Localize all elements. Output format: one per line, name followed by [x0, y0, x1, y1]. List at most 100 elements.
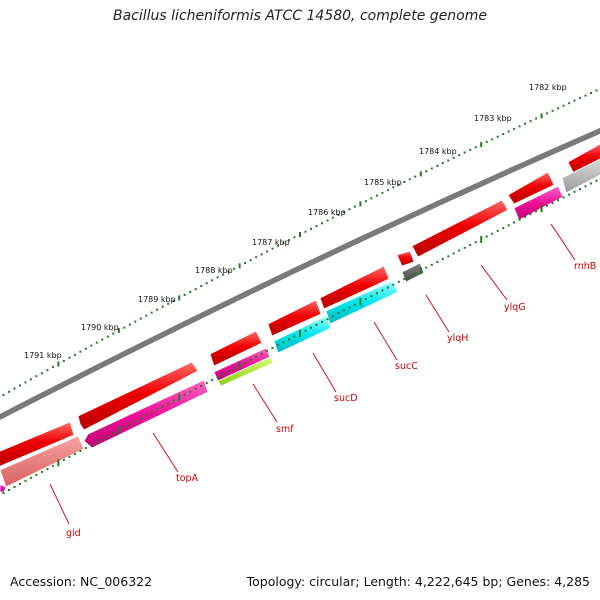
tick-mark [211, 379, 214, 382]
tick-mark [452, 156, 455, 159]
tick-mark [161, 305, 164, 308]
tick-mark [568, 193, 571, 196]
gene-label-rnhB: rnhB [574, 261, 596, 272]
tick-mark [183, 293, 186, 296]
tick-mark [502, 133, 505, 136]
tick-mark [216, 376, 219, 379]
tick-mark [540, 113, 543, 119]
gene-arrow [77, 361, 199, 431]
gene-arrow [319, 265, 390, 310]
tick-mark [178, 295, 181, 301]
tick-mark [112, 432, 115, 435]
tick-mark [150, 311, 153, 314]
gene-arrow [507, 171, 555, 205]
tick-mark [13, 486, 16, 488]
kbp-label: 1791 kbp [24, 351, 62, 360]
tick-mark [315, 323, 318, 326]
tick-mark [557, 199, 560, 202]
tick-mark [436, 164, 439, 167]
tick-mark [271, 247, 274, 250]
tick-mark [507, 224, 510, 227]
tick-mark [342, 211, 345, 214]
tick-mark [386, 189, 389, 192]
tick-mark [573, 190, 576, 193]
tick-mark [414, 175, 417, 178]
tick-mark [562, 104, 565, 107]
tick-mark [381, 289, 384, 292]
tick-mark [106, 435, 109, 438]
tick-mark [293, 335, 296, 338]
tick-mark [40, 372, 43, 375]
tick-mark [392, 283, 395, 286]
kbp-label: 1789 kbp [138, 295, 176, 304]
tick-mark [101, 438, 104, 441]
tick-mark [222, 373, 225, 376]
genome-backbone [0, 127, 600, 421]
tick-mark [326, 219, 329, 222]
tick-mark [145, 414, 148, 417]
tick-mark [35, 473, 38, 476]
tick-mark [535, 117, 538, 120]
tick-mark [35, 375, 38, 378]
tick-mark [156, 308, 159, 311]
leader-line [425, 294, 450, 333]
gene-arrow [267, 299, 322, 337]
leader-line [252, 383, 278, 423]
tick-mark [51, 464, 54, 467]
tick-mark [337, 213, 340, 216]
tick-mark [200, 384, 203, 387]
tick-mark [40, 470, 43, 473]
tick-mark [255, 355, 258, 358]
tick-mark [315, 225, 318, 228]
tick-mark [425, 170, 428, 173]
tick-mark [167, 402, 170, 405]
tick-mark [562, 196, 565, 199]
forward-strand-genes [0, 143, 600, 467]
tick-mark [474, 241, 477, 244]
tick-mark [419, 171, 422, 177]
leader-line [480, 264, 508, 301]
tick-mark [359, 201, 362, 207]
tick-mark [491, 232, 494, 235]
tick-mark [29, 378, 32, 381]
tick-mark [480, 235, 483, 243]
tick-mark [293, 236, 296, 239]
tick-mark [337, 312, 340, 315]
tick-mark [595, 179, 598, 182]
kbp-label: 1788 kbp [195, 266, 233, 275]
tick-mark [2, 492, 5, 494]
tick-mark [255, 256, 258, 259]
tick-mark [266, 250, 269, 253]
tick-mark [134, 320, 137, 323]
tick-mark [244, 262, 247, 264]
tick-mark [310, 227, 312, 230]
tick-mark [183, 393, 186, 396]
tick-mark [370, 295, 373, 298]
tick-mark [502, 227, 505, 230]
tick-mark [68, 356, 71, 359]
tick-mark [90, 344, 93, 347]
tick-mark [282, 341, 285, 344]
tick-mark [321, 321, 323, 323]
tick-mark [73, 353, 76, 356]
tick-mark [288, 338, 290, 341]
tick-mark [342, 309, 345, 312]
tick-mark [19, 482, 21, 485]
tick-mark [205, 282, 208, 285]
gene-label-ylqG: ylqG [504, 302, 526, 313]
tick-mark [310, 326, 312, 329]
tick-mark [364, 200, 367, 203]
tick-mark [436, 261, 439, 263]
tick-mark [403, 181, 406, 183]
tick-mark [535, 210, 538, 213]
tick-mark [529, 213, 532, 216]
accession-text: Accession: NC_006322 [10, 574, 153, 589]
tick-mark [430, 263, 433, 266]
tick-mark [452, 252, 455, 255]
tick-mark [271, 347, 274, 349]
tick-mark [469, 244, 472, 246]
leader-line [152, 432, 179, 473]
tick-mark [375, 194, 378, 197]
tick-mark [238, 361, 241, 369]
